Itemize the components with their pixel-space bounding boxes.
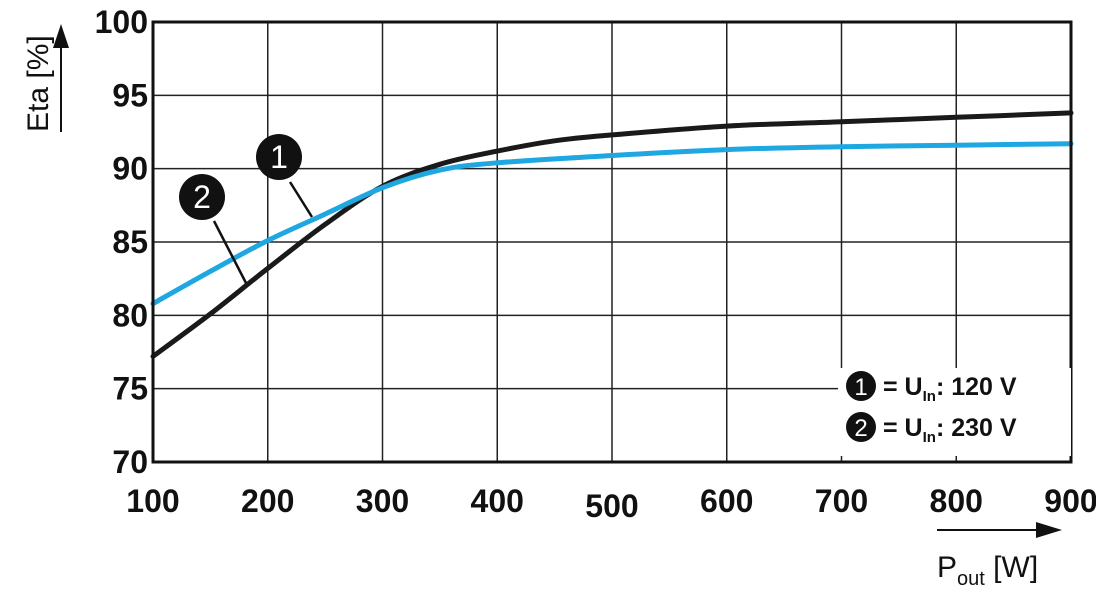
- y-axis-arrow-head: [53, 24, 69, 48]
- callout-badge-2: [179, 174, 225, 220]
- legend: 1 = UIn: 120 V 2 = UIn: 230 V: [838, 368, 1071, 456]
- x-tick-label-700: 700: [815, 483, 868, 519]
- y-tick-label-100: 100: [95, 4, 148, 40]
- x-axis-label-sub: out: [957, 568, 985, 590]
- legend-entry-2-text: = UIn: 230 V: [883, 414, 1017, 446]
- x-tick-label-300: 300: [356, 483, 409, 519]
- callout-badge-label-2: 2: [193, 179, 211, 215]
- callout-leader-2: [212, 220, 248, 284]
- x-axis-label: Pout [W]: [937, 551, 1038, 590]
- legend-entry-2-prefix: = U: [883, 414, 923, 442]
- legend-entry-1: 1 = UIn: 120 V: [846, 371, 1017, 405]
- callout-badge-label-1: 1: [270, 139, 288, 175]
- x-tick-label-500: 500: [585, 488, 638, 524]
- callout-badge-1: [256, 134, 302, 180]
- series-line-1: [150, 110, 1074, 359]
- x-tick-label-400: 400: [471, 483, 524, 519]
- legend-badge-1-label: 1: [854, 374, 867, 401]
- tick-labels: 100 200 300 400 500 600 700 800 900 70 75 80 85 90 95 1…: [95, 4, 1096, 524]
- legend-badge-1: [846, 371, 876, 401]
- legend-entry-2-sub: In: [923, 429, 936, 446]
- y-tick-label-70: 70: [112, 444, 148, 480]
- plot-frame: [151, 20, 1073, 464]
- y-tick-label-80: 80: [112, 297, 148, 333]
- y-tick-label-90: 90: [112, 151, 148, 187]
- y-tick-label-95: 95: [112, 77, 148, 113]
- callout-leader-1: [288, 181, 314, 218]
- legend-entry-2: 2 = UIn: 230 V: [846, 412, 1017, 446]
- legend-entry-1-sub: In: [923, 388, 936, 405]
- legend-badge-2-label: 2: [854, 415, 867, 442]
- legend-box: [838, 368, 1071, 456]
- x-tick-label-100: 100: [126, 483, 179, 519]
- x-tick-label-800: 800: [930, 483, 983, 519]
- x-axis-label-main: P: [937, 551, 957, 584]
- series-line-2: [150, 141, 1074, 307]
- y-tick-label-85: 85: [112, 224, 148, 260]
- x-tick-label-600: 600: [700, 483, 753, 519]
- x-axis-arrow-head: [1036, 522, 1062, 538]
- series-layer: [150, 110, 1074, 359]
- legend-badge-2: [846, 412, 876, 442]
- callouts: 12: [179, 134, 314, 284]
- legend-entry-1-suffix: : 120 V: [936, 373, 1017, 401]
- y-tick-label-75: 75: [112, 371, 148, 407]
- y-axis-label: Eta [%]: [22, 35, 55, 132]
- legend-entry-1-prefix: = U: [883, 373, 923, 401]
- legend-entry-1-text: = UIn: 120 V: [883, 373, 1017, 405]
- legend-entry-2-suffix: : 230 V: [936, 414, 1017, 442]
- x-tick-label-900: 900: [1044, 483, 1096, 519]
- x-tick-label-200: 200: [241, 483, 294, 519]
- x-axis-label-unit: [W]: [985, 551, 1038, 584]
